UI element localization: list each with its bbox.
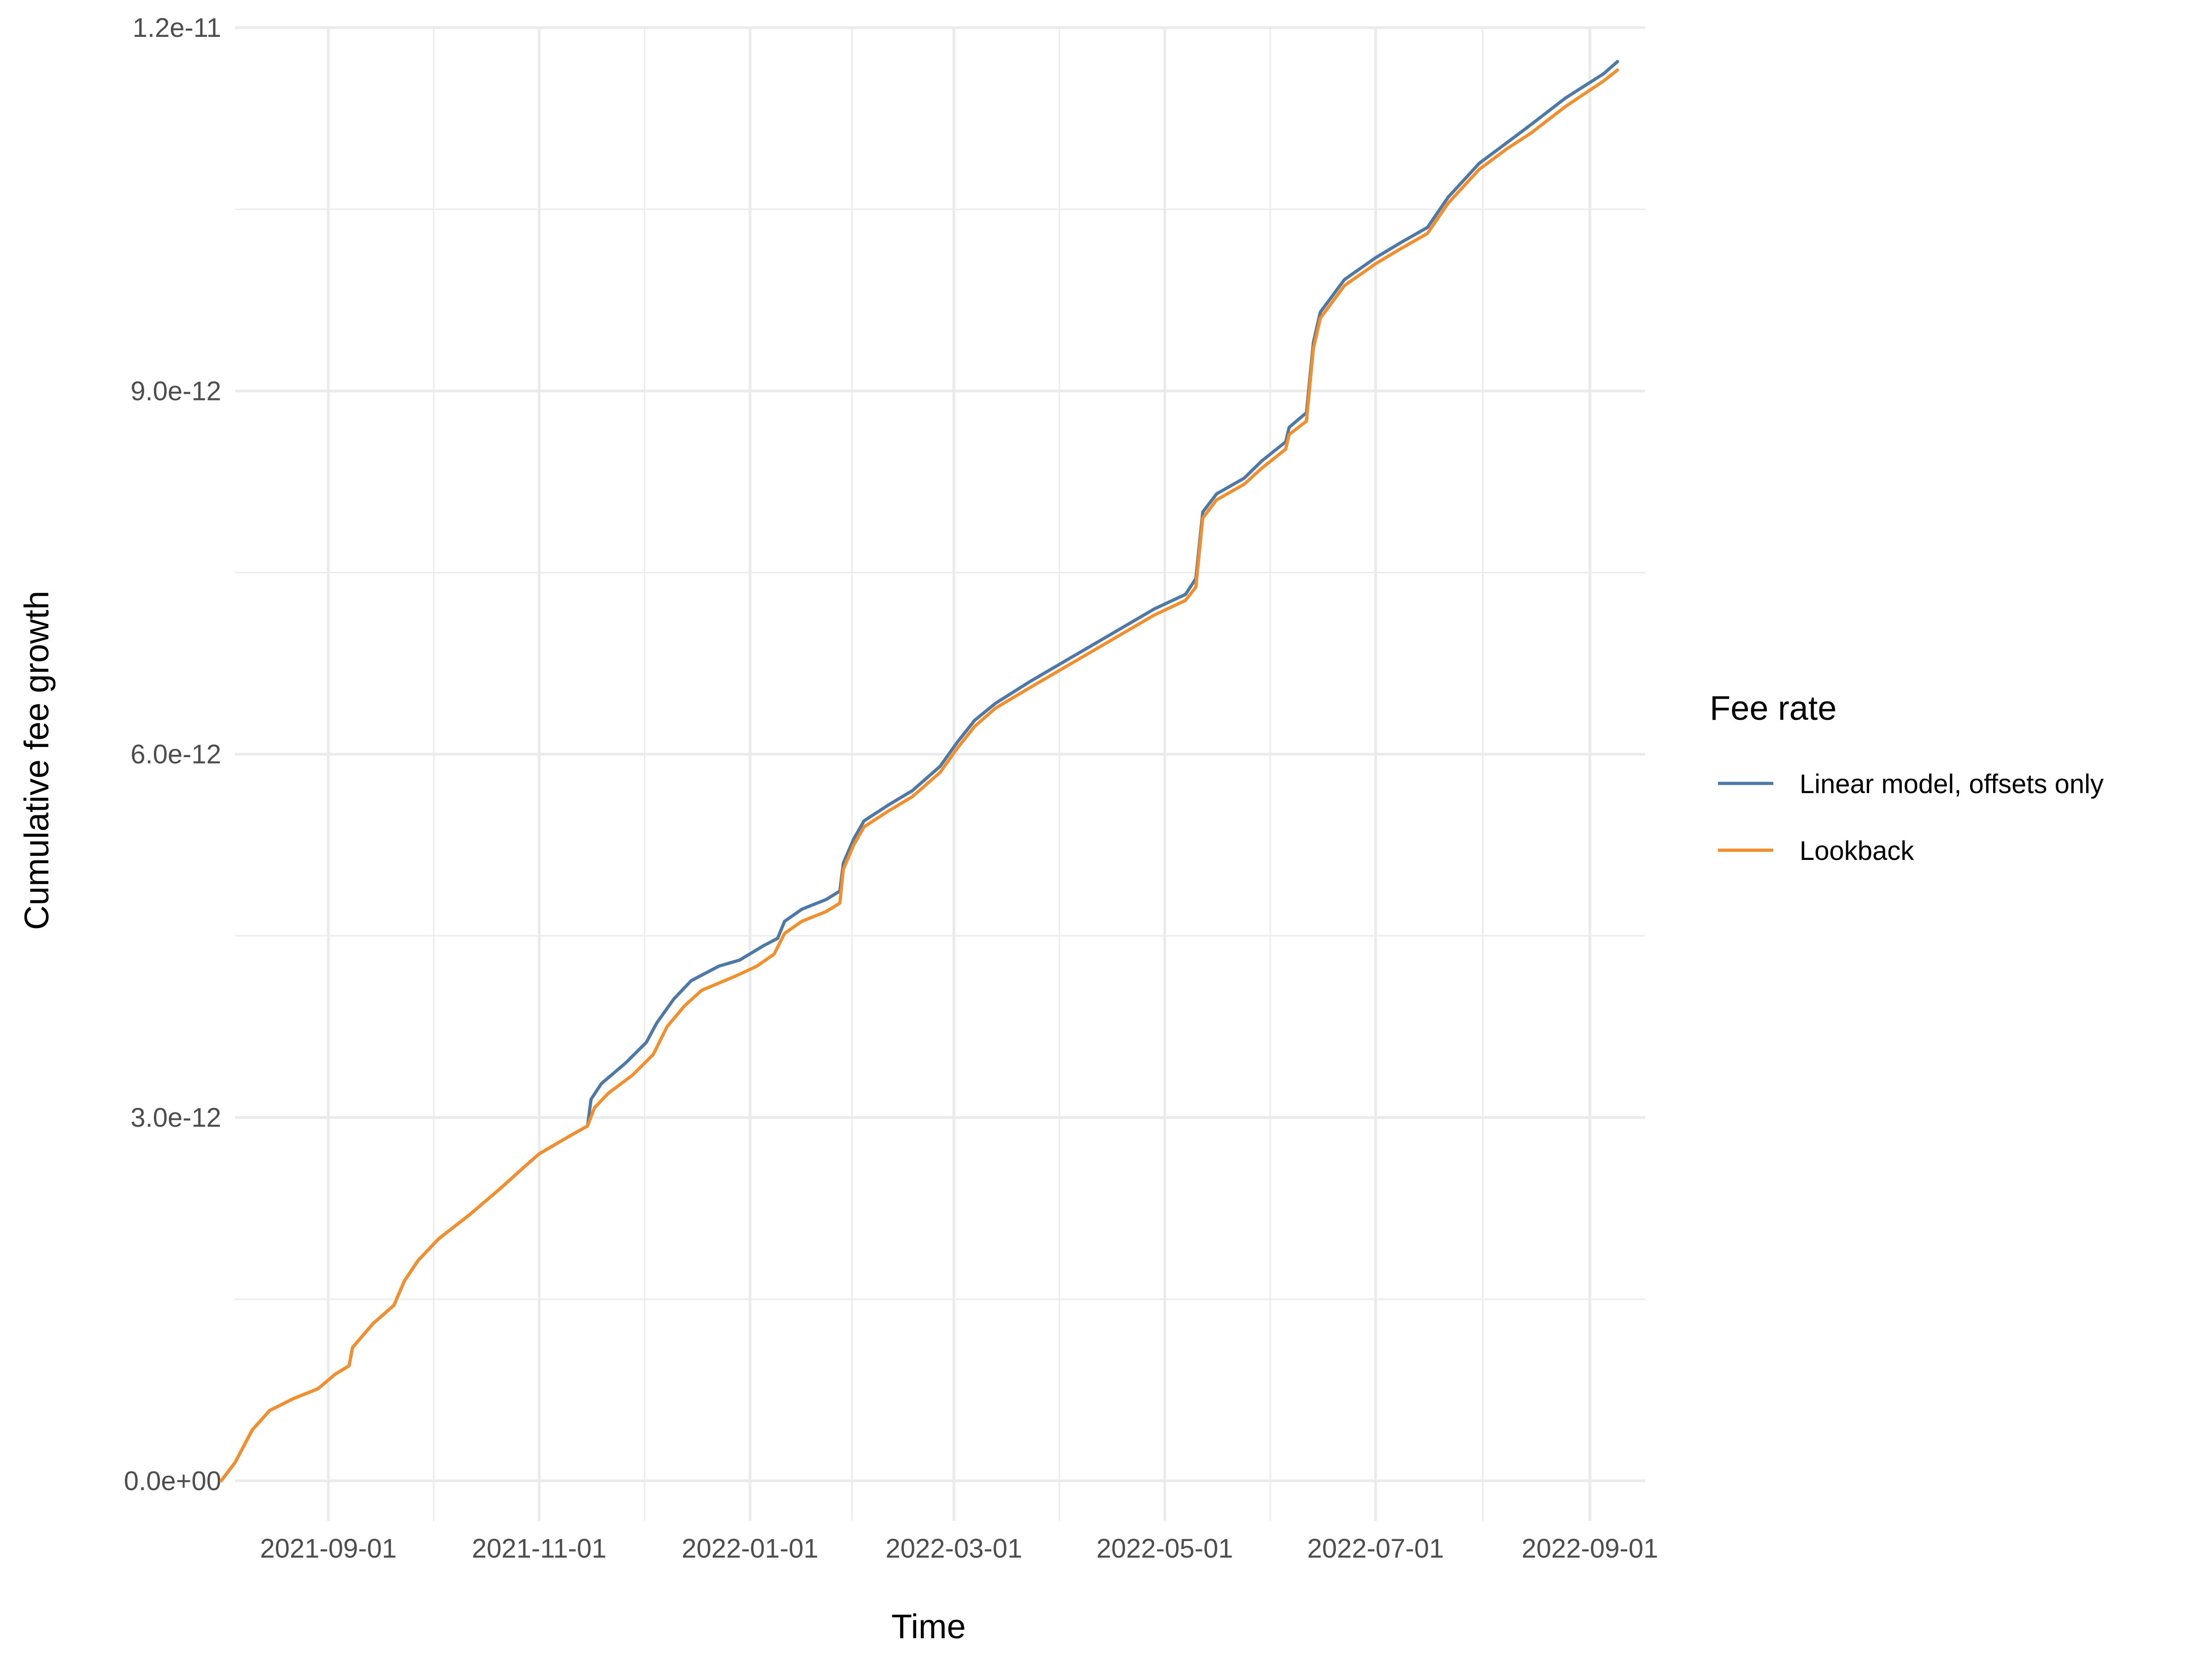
series-line <box>219 68 1619 1483</box>
x-tick-label: 2022-01-01 <box>682 1534 818 1564</box>
x-tick-label: 2022-05-01 <box>1096 1534 1233 1564</box>
legend-items: Linear model, offsets only Lookback <box>1718 769 2104 866</box>
x-tick-label: 2021-11-01 <box>472 1534 606 1564</box>
y-tick-label: 0.0e+00 <box>124 1466 221 1496</box>
legend: Fee rate Linear model, offsets only Lookb… <box>1710 689 2104 866</box>
y-axis-title: Cumulative fee growth <box>18 591 56 930</box>
legend-label: Linear model, offsets only <box>1800 769 2104 799</box>
x-tick-label: 2022-09-01 <box>1522 1534 1659 1564</box>
legend-label: Lookback <box>1800 836 1914 866</box>
x-axis-tick-labels: 2021-09-01 2021-11-01 2022-01-01 2022-03-01… <box>260 1534 1658 1564</box>
y-tick-label: 3.0e-12 <box>130 1103 221 1133</box>
y-axis-tick-labels: 0.0e+00 3.0e-12 6.0e-12 9.0e-12 1.2e-11 <box>124 13 221 1496</box>
y-tick-label: 6.0e-12 <box>130 740 221 770</box>
y-tick-label: 9.0e-12 <box>130 376 221 406</box>
x-tick-label: 2022-03-01 <box>886 1534 1023 1564</box>
x-axis-title: Time <box>891 1607 966 1646</box>
x-tick-label: 2021-09-01 <box>260 1534 397 1564</box>
major-gridlines <box>235 26 1645 1521</box>
series-lines <box>219 60 1619 1483</box>
y-tick-label: 1.2e-11 <box>133 13 221 43</box>
x-tick-label: 2022-07-01 <box>1307 1534 1444 1564</box>
minor-gridlines <box>235 28 1645 1521</box>
legend-title: Fee rate <box>1710 689 1837 727</box>
